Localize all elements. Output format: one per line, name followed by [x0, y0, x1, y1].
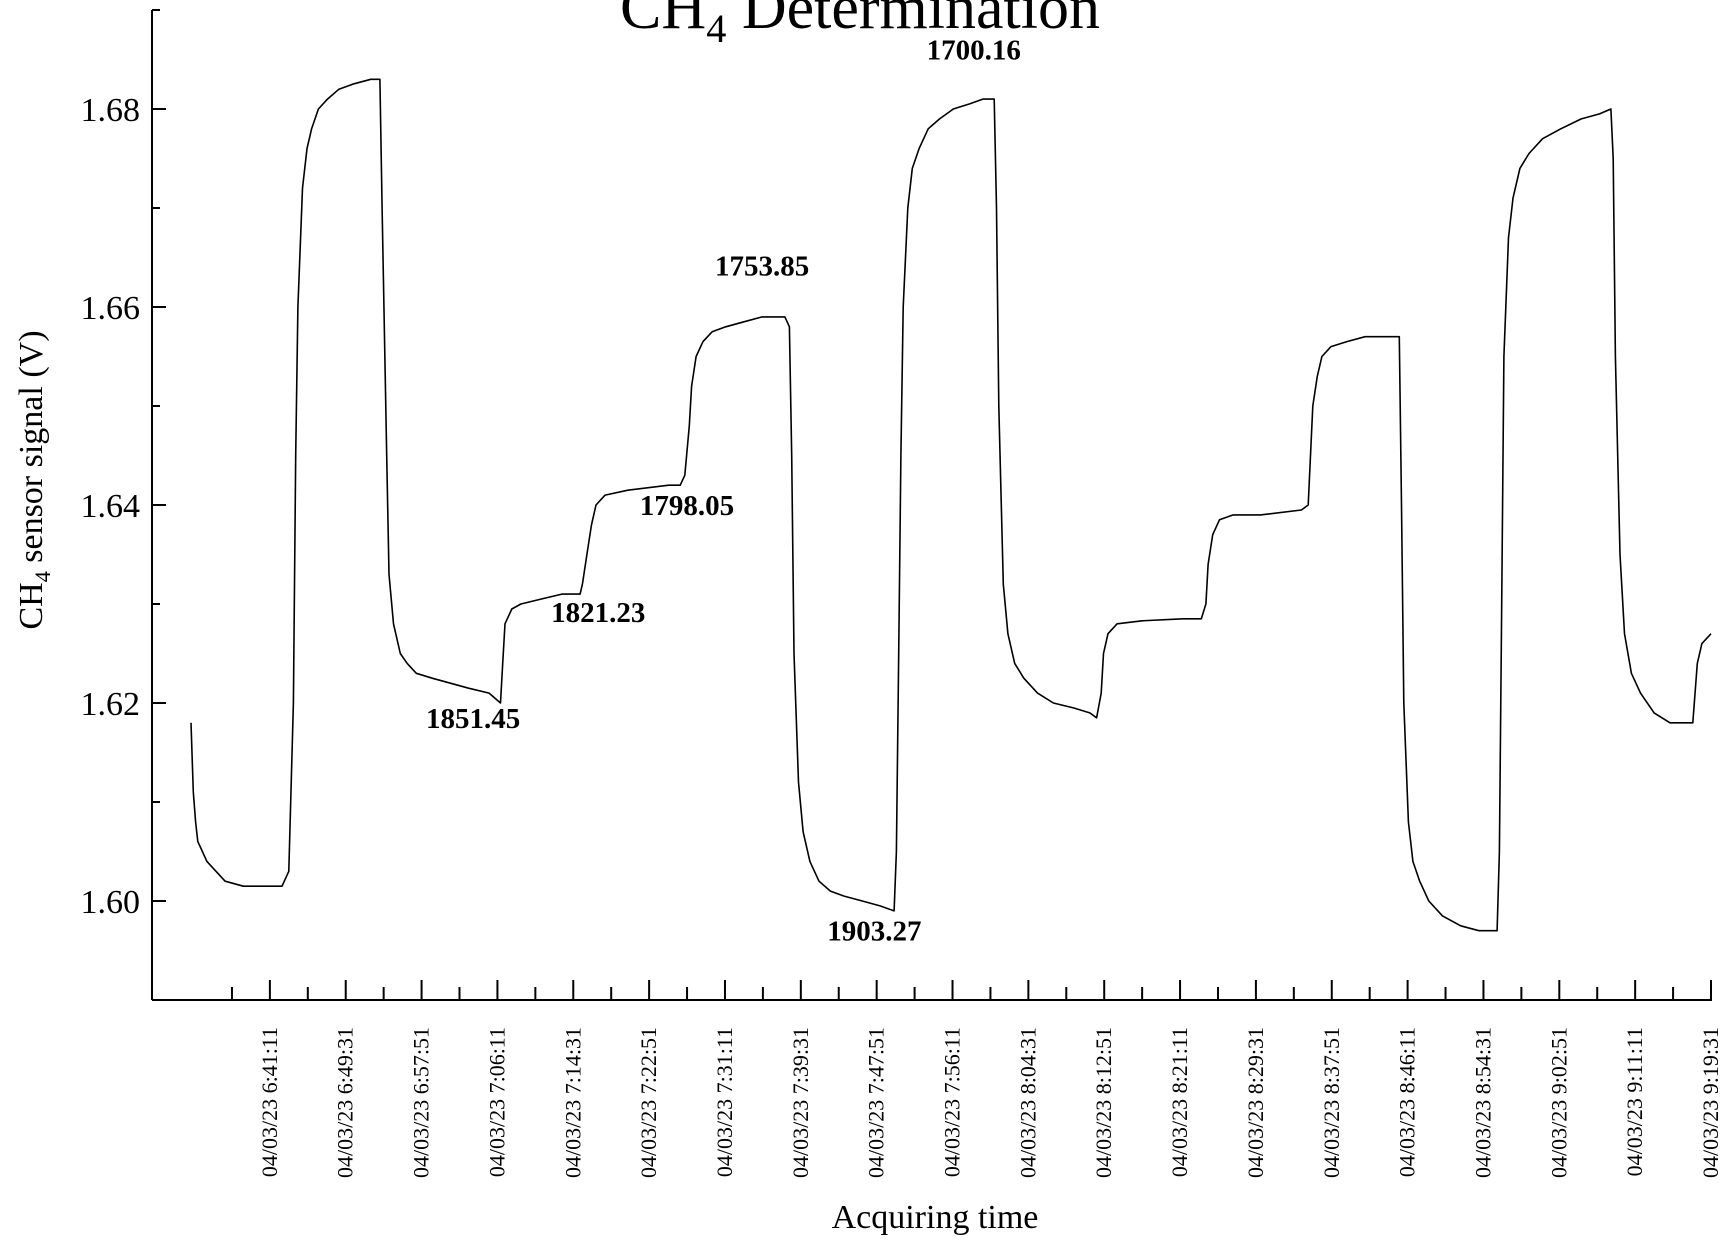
x-tick-label: 04/03/23 7:22:51 — [636, 1027, 661, 1178]
axes: 1.60 1.62 1.64 1.66 1.68 04/03/23 6:41:11 04/0… — [81, 9, 1720, 1178]
series-line — [190, 78, 1712, 932]
x-tick-label: 04/03/23 9:19:31 — [1698, 1027, 1720, 1178]
x-tick-label: 04/03/23 8:21:11 — [1167, 1027, 1192, 1177]
x-tick-label: 04/03/23 6:49:31 — [333, 1027, 358, 1178]
annotations-layer: 1851.45 1821.23 1798.05 1753.85 1903.27 1700.… — [426, 35, 1021, 948]
x-tick-label: 04/03/23 8:04:31 — [1015, 1027, 1040, 1178]
x-tick-label: 04/03/23 8:29:31 — [1243, 1027, 1268, 1178]
data-annotation: 1821.23 — [551, 597, 645, 629]
data-annotation: 1798.05 — [640, 490, 734, 522]
data-annotation: 1753.85 — [715, 250, 809, 282]
x-tick-label: 04/03/23 9:11:11 — [1622, 1027, 1647, 1176]
data-annotation: 1903.27 — [827, 916, 921, 948]
x-tick-label: 04/03/23 8:54:31 — [1470, 1027, 1495, 1178]
x-tick-label: 04/03/23 7:14:31 — [560, 1027, 585, 1178]
y-tick-label: 1.60 — [81, 884, 141, 921]
x-tick-label: 04/03/23 7:31:11 — [712, 1027, 737, 1177]
y-tick-label: 1.68 — [81, 92, 141, 129]
x-tick-label: 04/03/23 7:56:11 — [940, 1027, 965, 1177]
x-tick-label: 04/03/23 6:57:51 — [409, 1027, 434, 1178]
data-annotation: 1851.45 — [426, 703, 520, 735]
x-tick-label: 04/03/23 7:47:51 — [864, 1027, 889, 1178]
x-tick-label: 04/03/23 8:12:51 — [1091, 1027, 1116, 1178]
data-annotation: 1700.16 — [927, 35, 1021, 67]
x-tick-label: 04/03/23 9:02:51 — [1546, 1027, 1571, 1178]
chart-title: CH4 Determination — [620, 0, 1100, 51]
y-tick-label: 1.64 — [81, 488, 141, 525]
x-tick-label: 04/03/23 8:37:51 — [1319, 1027, 1344, 1178]
y-tick-label: 1.66 — [81, 290, 141, 327]
x-tick-label: 04/03/23 8:46:11 — [1395, 1027, 1420, 1177]
series-layer — [190, 78, 1712, 932]
y-tick-label: 1.62 — [81, 686, 141, 723]
x-axis-title: Acquiring time — [832, 1199, 1039, 1236]
y-axis-title: CH4 sensor signal (V) — [13, 330, 55, 629]
x-tick-label: 04/03/23 7:39:31 — [788, 1027, 813, 1178]
x-tick-label: 04/03/23 6:41:11 — [257, 1027, 282, 1177]
x-tick-label: 04/03/23 7:06:11 — [484, 1027, 509, 1177]
